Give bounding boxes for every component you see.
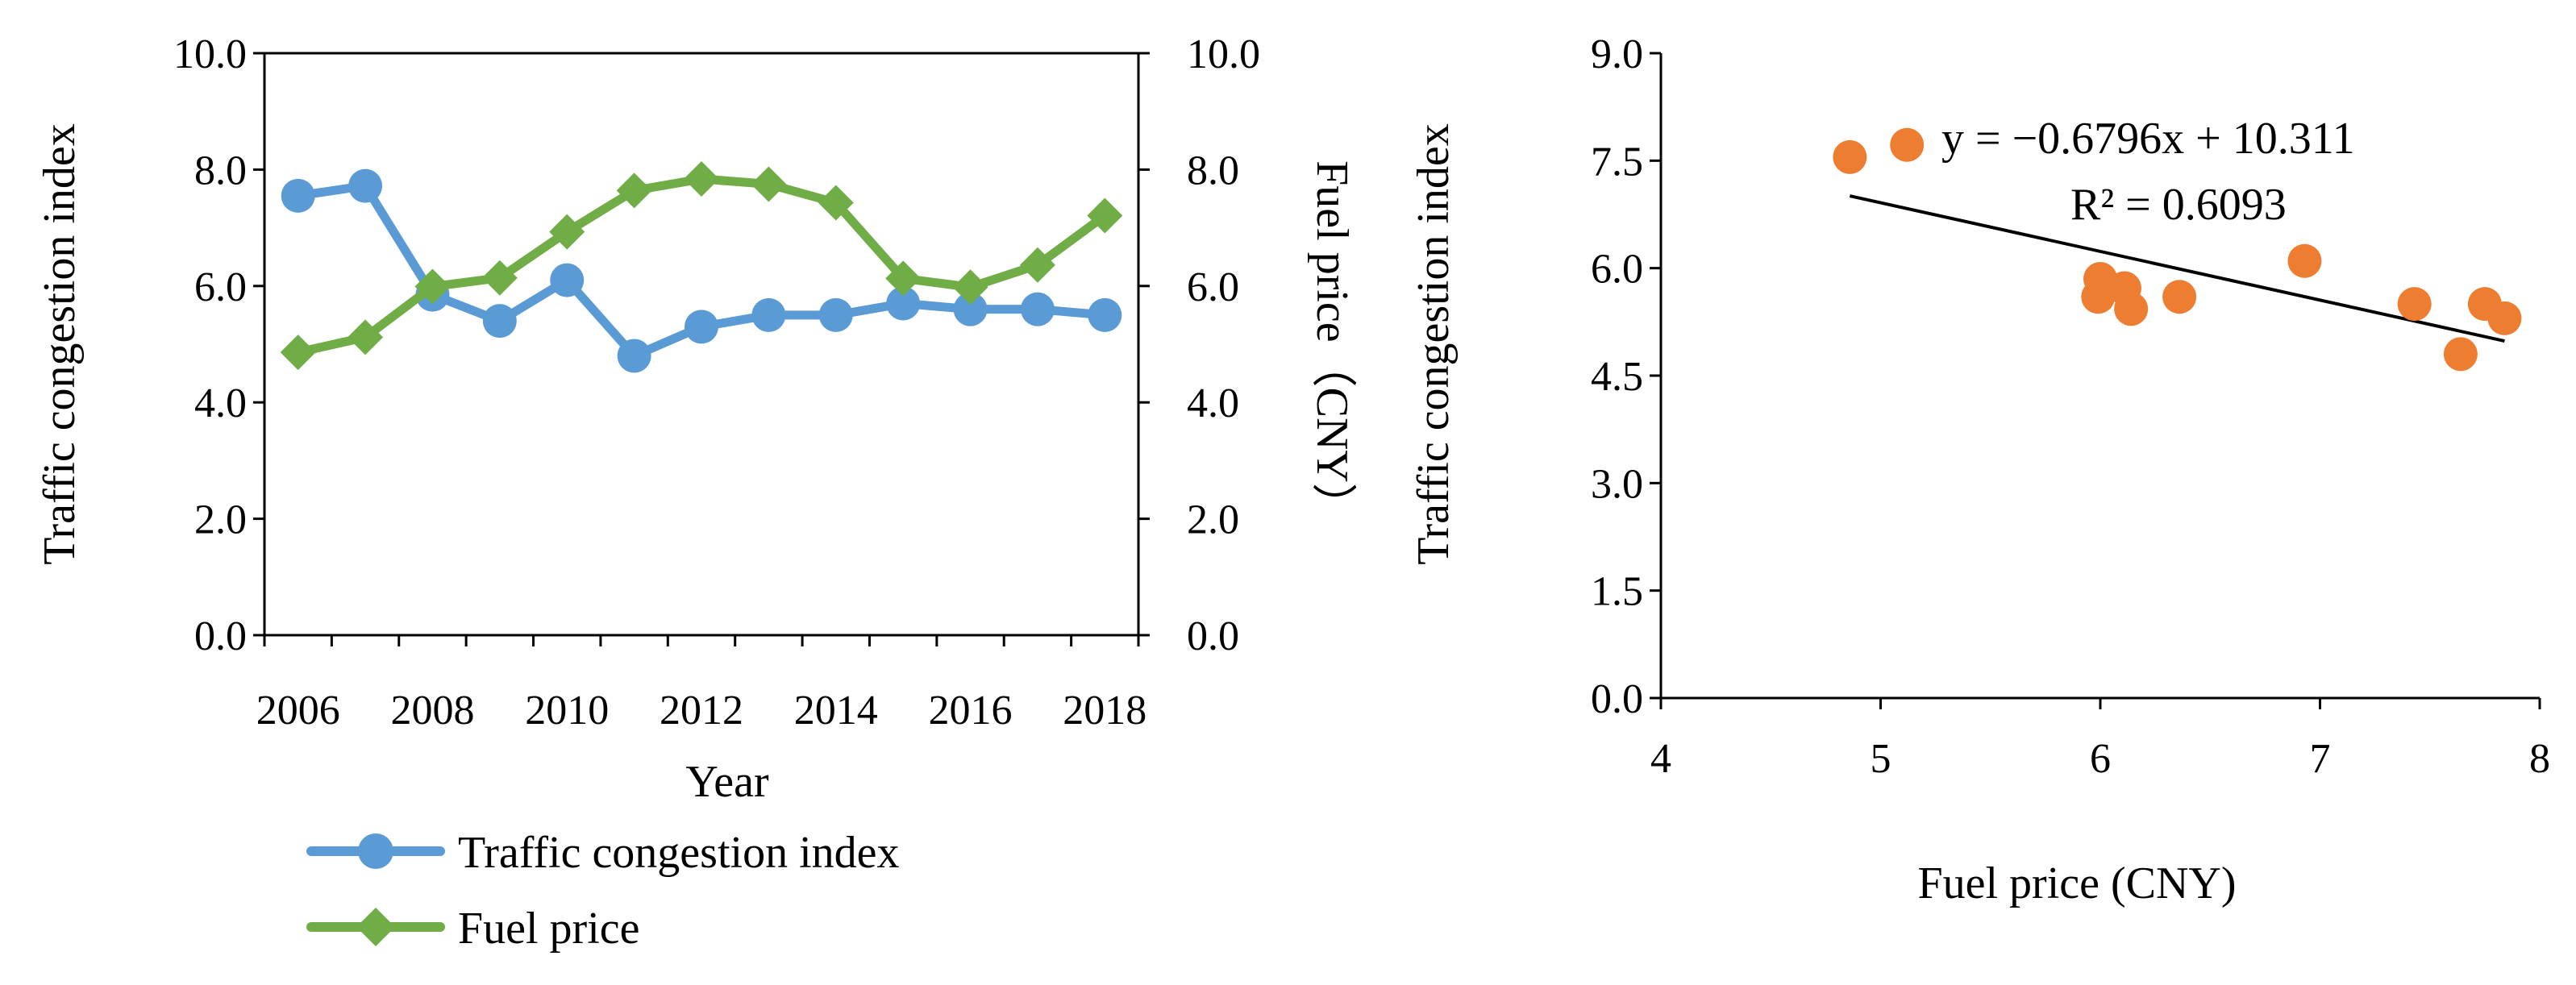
right-tick-label: 0.0 [1187, 613, 1239, 659]
scatter-points-group [1833, 127, 2522, 372]
scatter-x-tick-label: 5 [1871, 736, 1891, 782]
x-tick-label: 2010 [525, 688, 609, 734]
legend-marker-congestion [358, 833, 393, 869]
scatter-x-tick-label: 8 [2529, 736, 2550, 782]
x-axis-ticks: 2006 2008 2010 2012 2014 2016 2018 [256, 635, 1147, 734]
line-chart-plot-area [263, 52, 1140, 637]
right-axis-title: Fuel price（CNY） [1307, 160, 1357, 528]
point-traffic-congestion-index [1088, 297, 1122, 332]
legend-label-congestion: Traffic congestion index [458, 828, 899, 878]
legend-item-congestion: Traffic congestion index [306, 828, 899, 878]
right-axis-ticks: 0.0 2.0 4.0 6.0 8.0 10.0 [1138, 31, 1260, 659]
x-tick-label: 2006 [256, 688, 340, 734]
trendline-r-squared: R² = 0.6093 [2070, 180, 2287, 230]
left-tick-label: 8.0 [194, 148, 247, 193]
trendline-group [1849, 194, 2505, 343]
point-fuel-price [952, 269, 988, 305]
legend-label-fuel: Fuel price [458, 904, 639, 954]
line-chart: 0.02.04.06.08.010.0 0.02.04.06.08.010.0 … [35, 31, 1357, 954]
right-tick-label: 6.0 [1187, 264, 1239, 310]
point-fuel-price [549, 214, 585, 250]
right-tick-label: 2.0 [1187, 497, 1239, 543]
right-tick-label: 8.0 [1187, 148, 1239, 193]
point-traffic-congestion-index [685, 310, 718, 344]
point-fuel-price [280, 335, 316, 371]
scatter-point [2487, 301, 2522, 335]
x-tick-label: 2014 [794, 688, 878, 734]
scatter-y-tick-label: 6.0 [1591, 247, 1643, 293]
point-fuel-price [481, 260, 518, 296]
x-tick-label: 2008 [390, 688, 474, 734]
point-fuel-price [751, 166, 787, 202]
scatter-point [2443, 337, 2478, 372]
point-fuel-price [885, 260, 922, 297]
x-tick-label: 2012 [660, 688, 743, 734]
scatter-x-ticks: 4 5 6 7 8 [1650, 698, 2550, 782]
point-fuel-price [1087, 197, 1123, 234]
scatter-y-ticks: 0.0 1.5 3.0 4.5 6.0 7.5 9.0 [1591, 31, 1661, 722]
x-tick-label: 2018 [1063, 688, 1147, 734]
point-fuel-price [818, 185, 854, 221]
left-tick-label: 6.0 [194, 264, 247, 310]
left-axis-ticks: 0.0 2.0 4.0 6.0 8.0 10.0 [173, 31, 264, 659]
point-traffic-congestion-index [953, 292, 988, 326]
scatter-point [1833, 139, 1867, 174]
point-traffic-congestion-index [751, 297, 786, 332]
legend-item-fuel: Fuel price [306, 904, 639, 954]
legend: Traffic congestion index Fuel price [306, 828, 899, 954]
trendline [1849, 194, 2505, 343]
x-tick-label: 2016 [929, 688, 1013, 734]
point-traffic-congestion-index [348, 168, 383, 203]
point-traffic-congestion-index [482, 304, 517, 339]
scatter-y-tick-label: 7.5 [1591, 139, 1643, 185]
point-fuel-price [414, 268, 451, 305]
scatter-chart: 0.0 1.5 3.0 4.5 6.0 7.5 9.0 4 5 6 7 8 Traffic cong… [1409, 31, 2550, 908]
point-traffic-congestion-index [818, 297, 853, 332]
point-fuel-price [1019, 247, 1055, 283]
point-traffic-congestion-index [886, 286, 921, 321]
scatter-point [2162, 280, 2197, 314]
point-fuel-price [347, 319, 384, 355]
point-fuel-price [684, 160, 719, 197]
scatter-y-tick-label: 9.0 [1591, 31, 1643, 77]
scatter-y-tick-label: 1.5 [1591, 569, 1643, 615]
point-traffic-congestion-index [550, 263, 585, 297]
trendline-equation: y = −0.6796x + 10.311 [1941, 114, 2355, 164]
scatter-point [1890, 127, 1925, 162]
left-axis-title: Traffic congestion index [35, 123, 85, 564]
scatter-x-tick-label: 6 [2090, 736, 2111, 782]
line-series-group [280, 160, 1123, 373]
scatter-point [2287, 243, 2322, 278]
scatter-x-axis-title: Fuel price (CNY) [1917, 858, 2236, 908]
scatter-y-tick-label: 0.0 [1591, 676, 1643, 722]
left-tick-label: 10.0 [173, 31, 247, 77]
left-tick-label: 4.0 [194, 380, 247, 426]
point-traffic-congestion-index [1020, 292, 1055, 326]
legend-marker-fuel [356, 908, 395, 946]
left-tick-label: 0.0 [194, 613, 247, 659]
scatter-y-axis-title: Traffic congestion index [1409, 123, 1459, 564]
right-tick-label: 4.0 [1187, 380, 1239, 426]
scatter-y-tick-label: 4.5 [1591, 354, 1643, 400]
scatter-point [2397, 287, 2432, 322]
right-tick-label: 10.0 [1187, 31, 1260, 77]
scatter-y-tick-label: 3.0 [1591, 461, 1643, 507]
point-traffic-congestion-index [281, 178, 315, 213]
scatter-x-tick-label: 4 [1650, 736, 1671, 782]
point-traffic-congestion-index [617, 339, 651, 373]
point-fuel-price [616, 172, 652, 209]
x-axis-title: Year [685, 757, 769, 807]
scatter-point [2114, 292, 2149, 326]
scatter-x-tick-label: 7 [2310, 736, 2331, 782]
left-tick-label: 2.0 [194, 497, 247, 543]
